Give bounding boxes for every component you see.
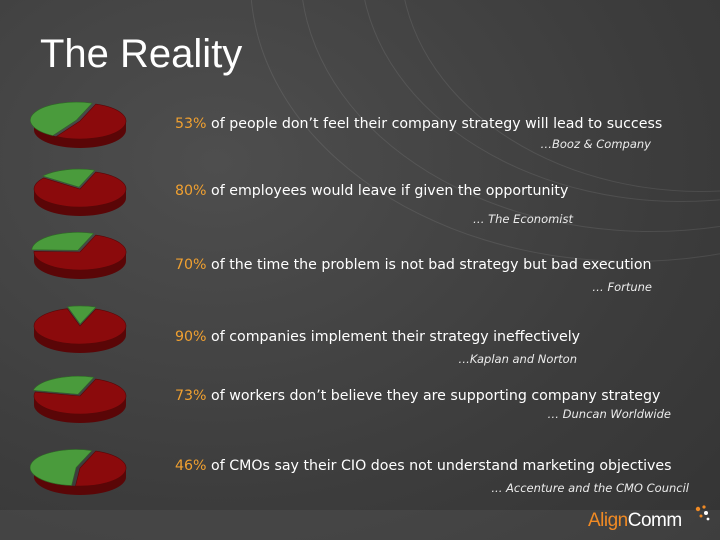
pie-side [34, 121, 126, 148]
stat-source: … Duncan Worldwide [547, 407, 671, 421]
slide-title: The Reality [40, 32, 243, 76]
stat-statement: 70% of the time the problem is not bad s… [175, 257, 652, 273]
pie-slice-green [31, 232, 95, 251]
stat-source: … The Economist [472, 212, 573, 226]
pie-chart-icon [31, 232, 127, 279]
pie-side [34, 468, 126, 495]
pie-chart-icon [33, 305, 127, 353]
logo-dots-icon [695, 505, 710, 521]
stat-percentage: 90% [175, 329, 207, 345]
pie-side [34, 252, 126, 279]
pie-chart-icon [32, 375, 127, 423]
stat-source: …Booz & Company [540, 137, 652, 151]
pie-slice-green [30, 449, 93, 486]
pie-side [34, 189, 126, 216]
stat-statement: 53% of people don’t feel their company s… [175, 116, 662, 132]
stat-text: of employees would leave if given the op… [206, 183, 569, 199]
pie-chart-icon [33, 168, 127, 216]
pie-side [34, 326, 126, 353]
logo-text-align: Align [588, 510, 628, 531]
pie-slice-green [66, 305, 97, 325]
pie-slice-red [33, 308, 127, 345]
stat-statement: 80% of employees would leave if given th… [175, 183, 568, 199]
stat-statement: 46% of CMOs say their CIO does not under… [175, 458, 672, 474]
stat-text: of the time the problem is not bad strat… [206, 257, 652, 273]
pie-slice-red [33, 378, 127, 415]
pie-slice-red [55, 103, 127, 140]
stat-percentage: 73% [175, 388, 207, 404]
stat-text: of workers don’t believe they are suppor… [206, 388, 661, 404]
pie-slice-green [41, 168, 96, 188]
pie-chart-icon [30, 101, 127, 148]
stat-statement: 90% of companies implement their strateg… [175, 329, 580, 345]
stat-percentage: 80% [175, 183, 207, 199]
pie-chart-icon [30, 449, 127, 495]
pie-side [34, 396, 126, 423]
pie-slice-green [30, 101, 93, 136]
stat-percentage: 53% [175, 116, 207, 132]
stat-text: of CMOs say their CIO does not understan… [206, 458, 672, 474]
stat-percentage: 46% [175, 458, 207, 474]
aligncomm-logo: AlignComm [588, 504, 712, 532]
stat-percentage: 70% [175, 257, 207, 273]
stat-text: of companies implement their strategy in… [206, 329, 581, 345]
pie-slice-green [32, 375, 95, 395]
stat-source: … Fortune [592, 280, 652, 294]
logo-text-comm: Comm [627, 510, 682, 531]
stat-source: …Kaplan and Norton [458, 352, 577, 366]
pie-slice-red [75, 450, 127, 487]
stat-statement: 73% of workers don’t believe they are su… [175, 388, 660, 404]
pie-slice-red [33, 234, 127, 271]
stat-source: ... Accenture and the CMO Council [491, 481, 689, 495]
footer-band [0, 510, 720, 540]
pie-slice-red [33, 171, 127, 208]
stat-text: of people don’t feel their company strat… [206, 116, 663, 132]
